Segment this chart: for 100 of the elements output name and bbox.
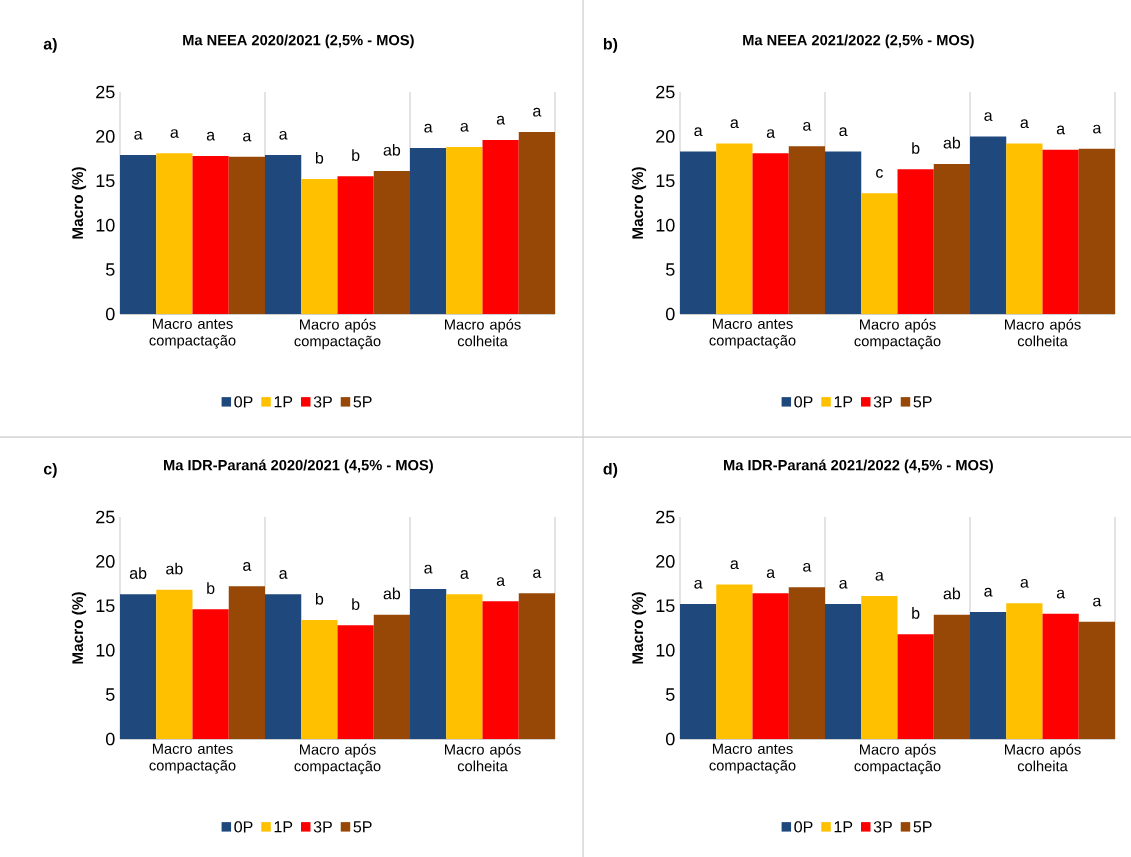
- chart-title: Ma NEEA 2020/2021 (2,5% - MOS): [183, 34, 414, 49]
- y-tick-label: 0: [666, 732, 675, 746]
- x-tick-label: Macro após compactação: [854, 743, 941, 775]
- y-tick-label: 0: [105, 307, 115, 321]
- data-label: ab: [943, 587, 961, 600]
- data-label: a: [730, 119, 739, 129]
- bar: [301, 620, 338, 739]
- legend-label: 5P: [353, 821, 372, 833]
- y-axis-title: Macro (%): [631, 167, 647, 239]
- data-label: a: [694, 579, 703, 589]
- bar: [337, 625, 374, 739]
- legend-label: 3P: [873, 821, 892, 833]
- x-tick-label: Macro após colheita: [445, 318, 521, 347]
- data-label: a: [1093, 124, 1102, 134]
- y-tick-label: 5: [105, 263, 115, 276]
- legend-label: 1P: [274, 821, 293, 833]
- y-tick-label: 0: [105, 732, 115, 746]
- x-tick-label: Macro após colheita: [1005, 743, 1081, 772]
- bar: [680, 151, 717, 314]
- text: a): [43, 37, 57, 53]
- data-label: a: [984, 587, 993, 597]
- y-tick-label: 25: [656, 85, 675, 99]
- legend-label: 0P: [794, 396, 813, 408]
- data-label: a: [424, 123, 433, 133]
- y-tick-label: 10: [656, 643, 675, 657]
- bar: [192, 609, 229, 739]
- data-label: ab: [129, 567, 147, 579]
- bar: [482, 601, 519, 739]
- data-label: a: [496, 115, 506, 125]
- y-axis-title: Macro (%): [71, 167, 87, 239]
- y-tick-label: 15: [96, 599, 115, 613]
- data-label: b: [352, 149, 360, 161]
- data-label: a: [766, 129, 776, 138]
- bar: [825, 151, 862, 314]
- data-label: b: [912, 607, 920, 619]
- data-label: a: [839, 579, 848, 589]
- legend-label: 0P: [234, 821, 253, 833]
- bar: [156, 589, 193, 739]
- legend-label: 3P: [313, 821, 332, 833]
- bar: [788, 146, 826, 314]
- legend-label: 5P: [913, 821, 932, 833]
- data-label: a: [533, 107, 542, 117]
- data-label: a: [460, 570, 469, 579]
- y-tick-label: 5: [666, 688, 675, 701]
- data-label: a: [1056, 589, 1066, 599]
- data-label: b: [352, 598, 360, 610]
- x-tick-label: Macro antes compactação: [709, 318, 796, 349]
- data-label: a: [1020, 578, 1029, 588]
- legend-label: 1P: [834, 821, 853, 833]
- bar: [120, 594, 157, 739]
- y-tick-label: 25: [656, 510, 675, 524]
- y-axis-title: Macro (%): [631, 592, 647, 664]
- y-tick-label: 20: [656, 130, 675, 143]
- data-label: b: [315, 151, 324, 164]
- bar: [228, 586, 265, 739]
- bar: [1078, 621, 1116, 739]
- data-label: a: [875, 571, 884, 581]
- bar: [446, 594, 483, 739]
- y-tick-label: 15: [96, 174, 115, 188]
- data-label: a: [984, 112, 993, 122]
- y-tick-label: 20: [656, 555, 675, 568]
- legend-label: 0P: [234, 396, 253, 408]
- bar: [518, 593, 556, 739]
- y-tick-label: 10: [96, 643, 115, 657]
- bar: [970, 612, 1007, 739]
- text: d): [603, 462, 618, 478]
- data-label: b: [912, 142, 920, 154]
- data-label: a: [279, 570, 288, 579]
- bar: [933, 163, 971, 314]
- data-label: a: [496, 577, 506, 586]
- data-label: a: [839, 127, 848, 137]
- y-axis-title: Macro (%): [71, 592, 87, 664]
- bar: [1006, 603, 1043, 739]
- y-tick-label: 5: [666, 263, 675, 276]
- bar: [1042, 613, 1079, 739]
- bar: [1078, 148, 1116, 314]
- data-label: c: [876, 169, 883, 178]
- x-tick-label: Macro após colheita: [445, 743, 521, 772]
- y-tick-label: 15: [656, 174, 675, 188]
- y-tick-label: 10: [96, 218, 115, 232]
- bar: [1042, 149, 1079, 314]
- bar: [716, 584, 753, 739]
- data-label: a: [730, 560, 739, 570]
- bar: [897, 169, 934, 314]
- data-label: a: [170, 129, 179, 138]
- x-tick-label: Macro após compactação: [294, 318, 381, 350]
- y-tick-label: 5: [105, 688, 115, 701]
- data-label: a: [1020, 119, 1029, 129]
- x-tick-label: Macro após compactação: [854, 318, 941, 350]
- y-tick-label: 20: [96, 555, 115, 568]
- data-label: a: [803, 563, 812, 572]
- data-label: a: [803, 122, 812, 131]
- y-tick-label: 10: [656, 218, 675, 232]
- x-tick-label: Macro após colheita: [1005, 318, 1081, 347]
- legend-label: 1P: [834, 396, 853, 408]
- bar: [970, 136, 1007, 314]
- data-label: a: [206, 131, 216, 141]
- legend-label: 5P: [913, 396, 932, 408]
- data-label: a: [1093, 597, 1102, 607]
- data-label: ab: [383, 143, 401, 156]
